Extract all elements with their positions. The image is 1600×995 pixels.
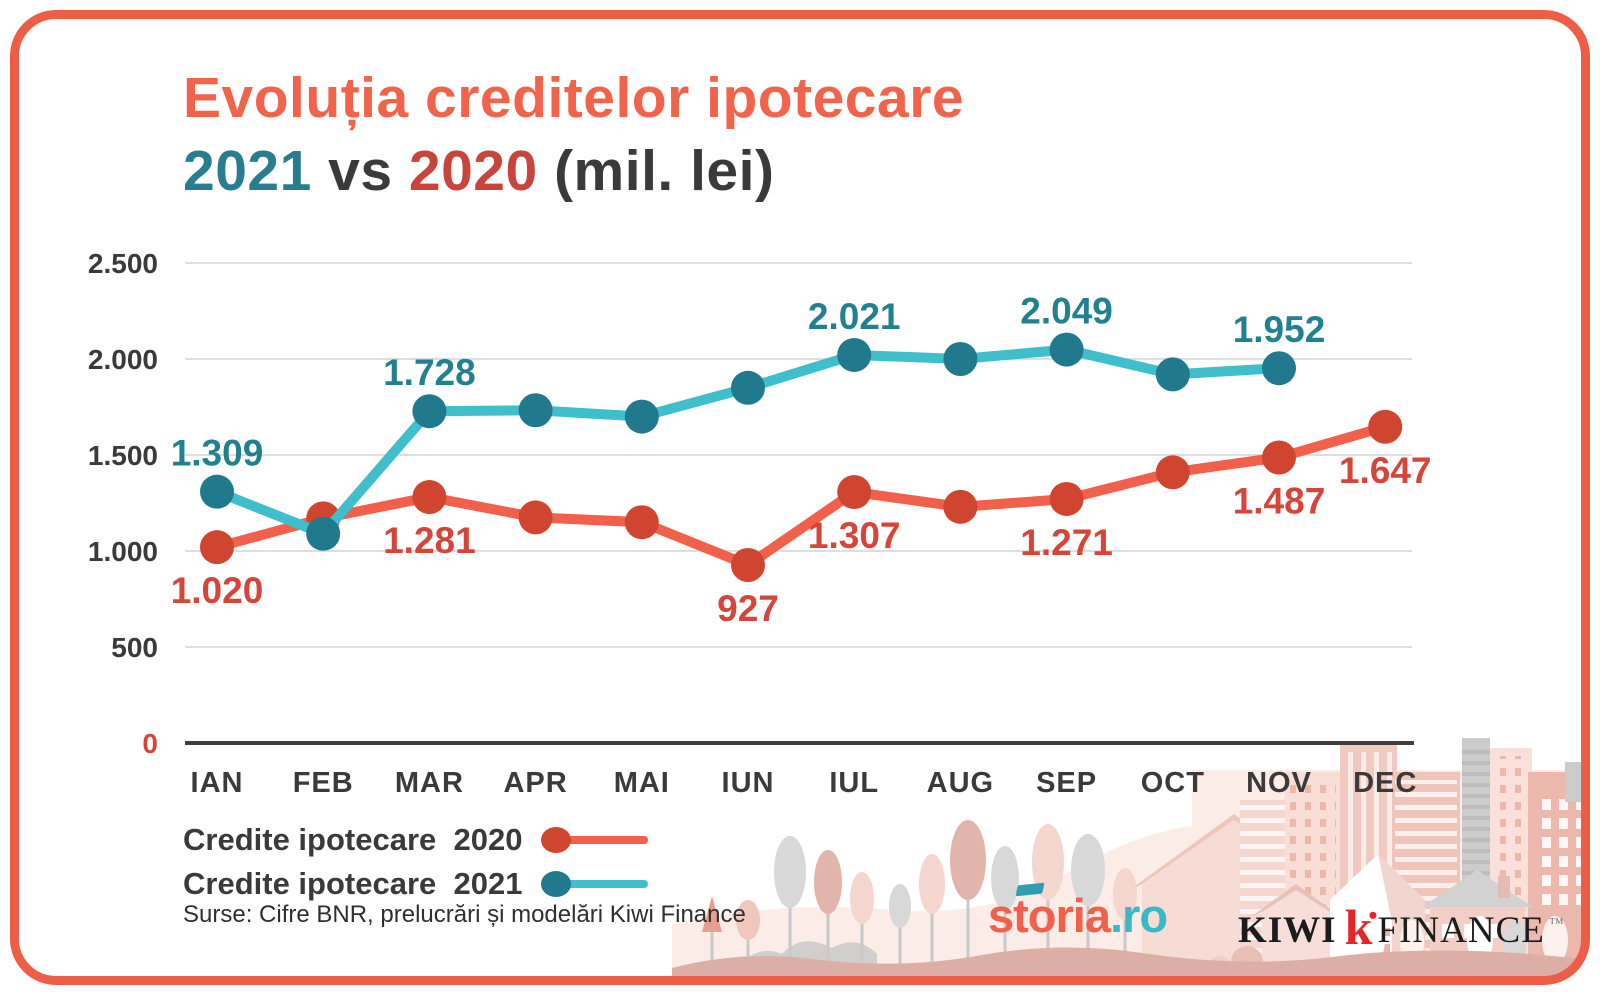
- x-tick-label: OCT: [1141, 767, 1205, 799]
- data-label: 1.271: [1020, 522, 1113, 563]
- series-line-2020: [212, 421, 1391, 571]
- data-point: [518, 500, 553, 535]
- data-point: [943, 489, 978, 524]
- y-tick-label: 2.000: [88, 344, 158, 375]
- legend-label-2020: Credite ipotecare 2020: [183, 822, 523, 857]
- title-year-2021: 2021: [183, 138, 312, 203]
- x-tick-label: NOV: [1246, 767, 1312, 799]
- data-label: 1.487: [1233, 480, 1326, 521]
- chart-legend: Credite ipotecare 2020 Credite ipotecare…: [183, 818, 650, 906]
- y-tick-label: 2.500: [88, 248, 158, 279]
- title-unit: (mil. lei): [554, 138, 775, 203]
- y-tick-label: 0: [142, 728, 158, 759]
- legend-label-2021: Credite ipotecare 2021: [183, 866, 523, 901]
- x-tick-label: IUN: [722, 767, 775, 799]
- data-point: [731, 548, 765, 583]
- data-point: [1262, 440, 1296, 475]
- page-title: Evoluția creditelor ipotecare 2021 vs 20…: [183, 62, 964, 208]
- legend-marker-2020-icon: [541, 827, 649, 853]
- data-point: [837, 475, 872, 510]
- data-point: [518, 393, 553, 428]
- data-label: 2.021: [808, 296, 901, 337]
- y-tick-label: 1.500: [88, 440, 158, 471]
- title-line2: 2021 vs 2020 (mil. lei): [183, 135, 964, 208]
- data-point: [943, 342, 978, 376]
- data-point: [200, 530, 234, 565]
- data-label: 927: [717, 588, 779, 629]
- data-point: [1155, 455, 1190, 490]
- data-label: 2.049: [1020, 291, 1113, 332]
- data-point: [1368, 409, 1403, 444]
- x-tick-label: DEC: [1353, 767, 1417, 799]
- title-year-2020: 2020: [408, 138, 538, 203]
- x-tick-label: APR: [503, 767, 567, 799]
- data-label: 1.952: [1233, 309, 1326, 350]
- x-tick-label: IUL: [829, 767, 879, 799]
- data-point: [624, 399, 659, 434]
- data-point: [1049, 332, 1084, 367]
- x-tick-label: IAN: [191, 767, 244, 799]
- data-point: [1155, 357, 1190, 392]
- x-tick-label: SEP: [1036, 767, 1097, 799]
- data-point: [306, 516, 341, 551]
- data-point: [412, 394, 447, 429]
- data-label: 1.020: [171, 570, 264, 611]
- data-point: [837, 337, 872, 372]
- data-point: [731, 370, 765, 405]
- data-label: 1.281: [383, 520, 476, 561]
- data-point: [1049, 481, 1084, 516]
- title-line1: Evoluția creditelor ipotecare: [183, 66, 965, 130]
- data-point: [624, 505, 659, 540]
- x-tick-label: MAI: [614, 767, 670, 799]
- data-point: [412, 480, 447, 515]
- legend-marker-2021-icon: [541, 871, 649, 897]
- legend-item-2021: Credite ipotecare 2021: [183, 862, 650, 906]
- legend-item-2020: Credite ipotecare 2020: [183, 818, 650, 862]
- data-label: 1.728: [383, 352, 476, 393]
- source-note: Surse: Cifre BNR, prelucrări și modelări…: [183, 901, 746, 928]
- title-vs: vs: [328, 138, 393, 203]
- data-label: 1.309: [171, 433, 264, 474]
- x-tick-label: MAR: [395, 767, 464, 799]
- data-label: 1.647: [1339, 450, 1432, 491]
- x-tick-label: FEB: [293, 767, 354, 799]
- x-tick-label: AUG: [927, 767, 994, 799]
- data-point: [1262, 351, 1296, 386]
- y-tick-label: 500: [111, 632, 158, 663]
- data-label: 1.307: [808, 515, 901, 556]
- y-tick-label: 1.000: [88, 536, 158, 567]
- data-point: [200, 474, 234, 509]
